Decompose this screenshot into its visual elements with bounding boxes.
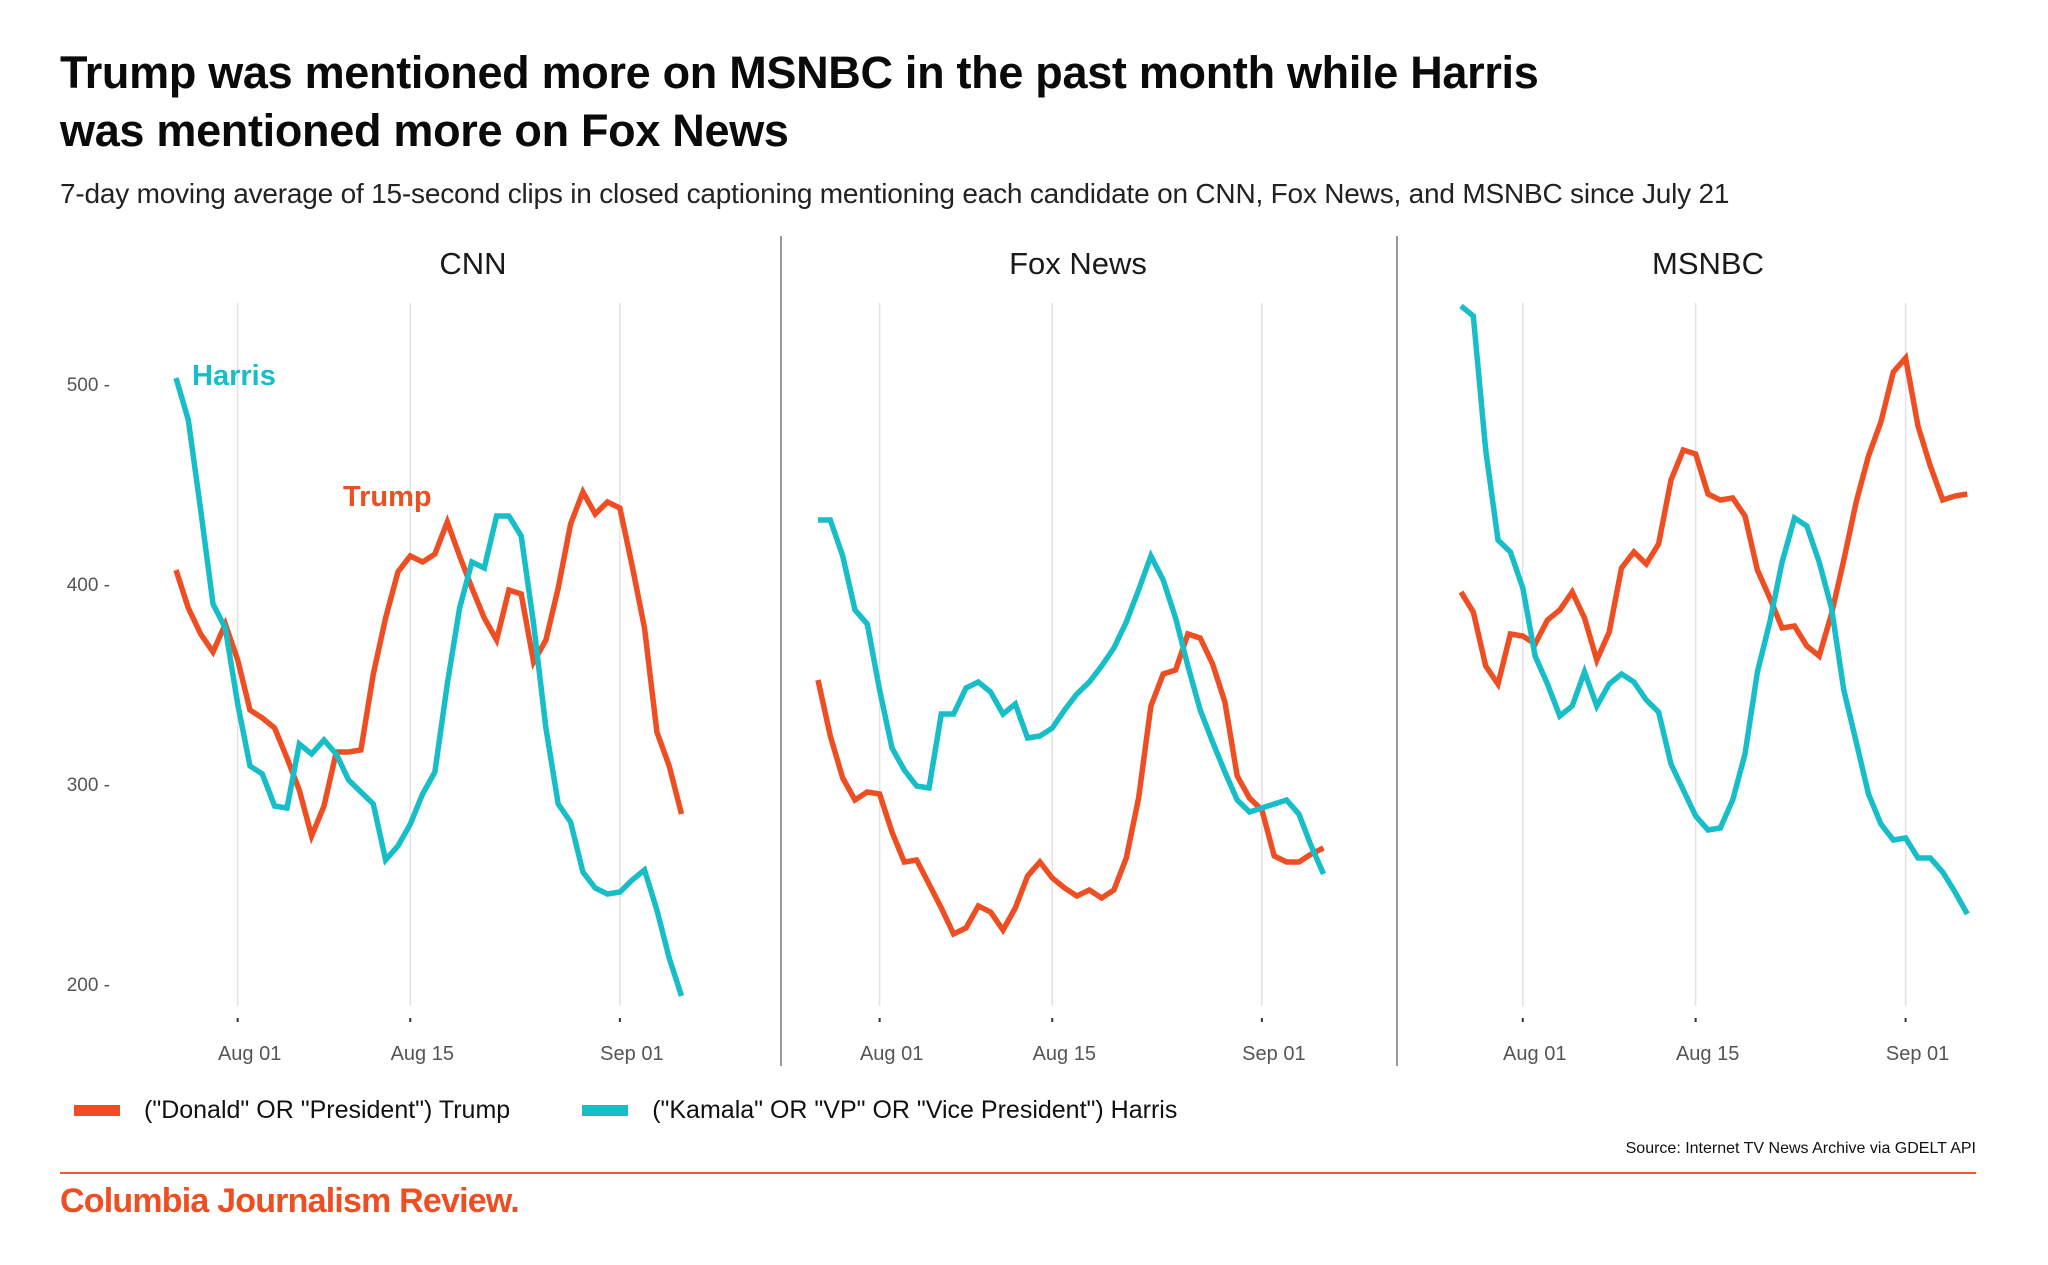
legend-swatch-harris	[582, 1105, 629, 1116]
series-lines	[173, 303, 1970, 997]
x-tick-label: Aug 01	[1503, 1043, 1566, 1065]
legend-swatch-trump	[74, 1105, 120, 1116]
annotations: Harris Trump	[192, 360, 432, 513]
y-tick-label: 400 -	[67, 575, 110, 596]
footer-divider	[60, 1172, 1976, 1174]
panel-title-msnbc: MSNBC	[1652, 246, 1764, 281]
y-axis: 200 - 300 - 400 - 500 -	[67, 375, 110, 996]
legend: ("Donald" OR "President") Trump ("Kamala…	[74, 1096, 1249, 1125]
panel-title-cnn: CNN	[439, 246, 506, 281]
x-tick-label: Aug 01	[218, 1043, 281, 1065]
annotation-harris: Harris	[192, 360, 276, 392]
x-tick-label: Sep 01	[1242, 1043, 1305, 1065]
panel-title-fox-news: Fox News	[1009, 246, 1147, 281]
x-tick-label: Aug 15	[1033, 1043, 1096, 1065]
line-fox-news-harris	[818, 517, 1327, 876]
chart-title-line-2: was mentioned more on Fox News	[60, 105, 789, 156]
legend-item-harris: ("Kamala" OR "VP" OR "Vice President") H…	[582, 1096, 1177, 1125]
panel-titles: CNN Fox News MSNBC	[439, 246, 1764, 281]
source-note: Source: Internet TV News Archive via GDE…	[1625, 1140, 1976, 1157]
chart-title: Trump was mentioned more on MSNBC in the…	[60, 44, 1860, 160]
line-msnbc-trump	[1458, 351, 1968, 691]
annotation-trump: Trump	[343, 481, 432, 513]
y-tick-label: 500 -	[67, 375, 110, 396]
line-cnn-harris	[173, 377, 685, 997]
x-axes: Aug 01 Aug 15 Sep 01 Aug 01 Aug 15 Sep 01 Aug …	[218, 1018, 1949, 1065]
chart-subtitle: 7-day moving average of 15-second clips …	[60, 178, 1730, 209]
line-msnbc-harris	[1459, 303, 1970, 916]
y-tick-label: 200 -	[67, 975, 110, 996]
legend-label-trump: ("Donald" OR "President") Trump	[144, 1096, 511, 1124]
line-fox-news-trump	[815, 630, 1325, 938]
x-tick-label: Aug 15	[391, 1043, 454, 1065]
panel-dividers	[780, 236, 1398, 1066]
x-tick-label: Aug 01	[860, 1043, 923, 1065]
y-tick-label: 300 -	[67, 775, 110, 796]
line-cnn-trump	[173, 485, 685, 845]
x-tick-label: Aug 15	[1676, 1043, 1739, 1065]
legend-label-harris: ("Kamala" OR "VP" OR "Vice President") H…	[652, 1096, 1178, 1124]
legend-item-trump: ("Donald" OR "President") Trump	[74, 1096, 510, 1125]
gridlines	[236, 303, 1907, 1006]
x-tick-label: Sep 01	[1886, 1043, 1949, 1065]
chart-title-line-1: Trump was mentioned more on MSNBC in the…	[60, 47, 1539, 98]
x-tick-label: Sep 01	[600, 1043, 663, 1065]
publisher-logo: Columbia Journalism Review.	[60, 1182, 520, 1220]
